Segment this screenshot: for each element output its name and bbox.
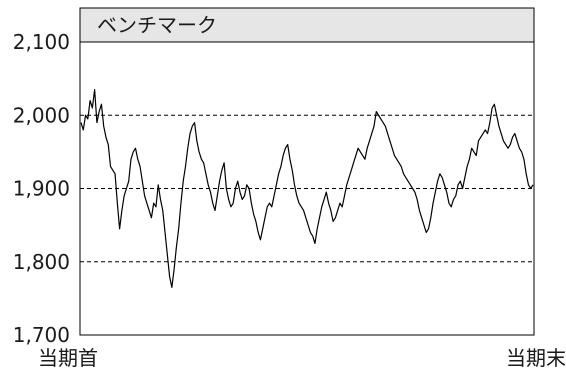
y-tick-label-2000: 2,000 [13, 103, 70, 127]
gridlines [80, 114, 534, 263]
y-axis-ticks: 1,700 1,800 1,900 2,000 2,100 [13, 30, 70, 347]
y-tick-label-1800: 1,800 [13, 250, 70, 274]
chart-title: ベンチマーク [97, 13, 217, 37]
y-tick-label-1700: 1,700 [13, 323, 70, 347]
x-tick-label-start: 当期首 [38, 346, 98, 368]
title-band [79, 7, 535, 43]
y-tick-label-1900: 1,900 [13, 177, 70, 201]
x-tick-label-end: 当期末 [506, 346, 566, 368]
y-tick-label-2100: 2,100 [13, 30, 70, 54]
plot-frame [79, 7, 535, 336]
series-line [80, 89, 534, 288]
